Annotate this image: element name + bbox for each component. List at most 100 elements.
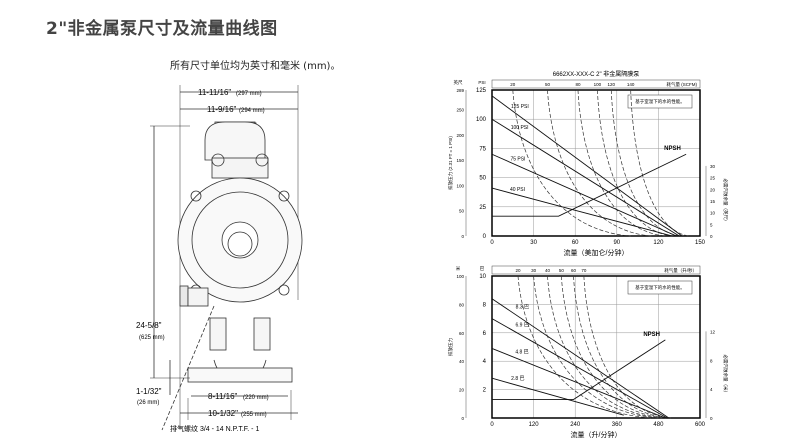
chart1-right-tick: 5 xyxy=(710,222,713,227)
chart2-y-tick-outer: 20 xyxy=(459,388,465,393)
dim-base-height-mm: (26 mm) xyxy=(137,400,159,406)
chart2-series-label: 8.3 巴 xyxy=(516,305,529,311)
chart2-y-tick: 10 xyxy=(479,274,486,280)
chart2-right-tick: 4 xyxy=(710,387,713,392)
chart1-x-tick: 30 xyxy=(530,240,537,246)
chart2-top-tick: 40 xyxy=(545,268,551,273)
chart1-y-tick: 100 xyxy=(476,117,487,123)
chart2-unit-inner: 巴 xyxy=(480,266,485,271)
chart2-y-tick-outer: 60 xyxy=(459,331,465,336)
chart1-y-label: 排放压力 (2.31 FT = 1 PSI) xyxy=(447,136,454,190)
chart2-air-curve-60 xyxy=(573,275,669,419)
chart2-top-tick: 30 xyxy=(531,268,537,273)
chart1-air-curve-20 xyxy=(512,89,631,237)
chart1-right-tick: 10 xyxy=(710,211,716,216)
chart1-note-box xyxy=(627,94,693,109)
chart2-top-tick: 50 xyxy=(559,268,565,273)
chart1-x-tick: 150 xyxy=(695,240,706,246)
chart2-x-tick: 120 xyxy=(529,422,540,428)
page-title: 2"非金属泵尺寸及流量曲线图 xyxy=(46,19,278,39)
chart1-top-tick: 140 xyxy=(627,82,635,87)
chart2-air-curve-30 xyxy=(533,275,659,419)
dim-base-inner: 8-11/16" xyxy=(208,392,238,401)
chart2-series-label: 6.9 巴 xyxy=(516,323,529,329)
chart1-series-NPSH xyxy=(492,153,687,217)
chart2-y-tick-outer: 0 xyxy=(461,416,464,421)
dim-width-body: 11-9/16" xyxy=(207,105,237,114)
chart1-top-axis-box xyxy=(491,79,701,89)
chart1-title: 6662XX-XXX-C 2" 非金属隔膜泵 xyxy=(553,70,640,78)
dim-height-mm: (625 mm) xyxy=(139,335,165,341)
chart2-x-tick: 480 xyxy=(653,422,664,428)
chart1-series-100-PSI xyxy=(491,118,680,237)
chart1-y-tick-outer: 289 xyxy=(456,88,464,93)
chart1-x-tick: 120 xyxy=(653,240,664,246)
chart2-series-2.8-巴 xyxy=(491,377,624,416)
chart2-y-tick-outer: 100 xyxy=(456,274,464,279)
chart2-air-curve-50 xyxy=(560,275,666,419)
chart1-x-label: 流量（美加仑/分钟） xyxy=(564,248,629,257)
chart2-note: 基于室温下的水的性能。 xyxy=(635,284,685,291)
chart1-top-tick: 120 xyxy=(607,82,615,87)
chart1-x-tick: 90 xyxy=(613,240,620,246)
chart1-y-tick-outer: 100 xyxy=(456,183,464,188)
chart1-plot-frame xyxy=(491,89,701,237)
chart2-top-tick: 60 xyxy=(571,268,577,273)
chart1-unit-outer: 英尺 xyxy=(454,79,463,86)
chart2-y-tick-outer: 40 xyxy=(459,359,465,364)
dim-width-body-mm: (294 mm) xyxy=(239,108,265,114)
chart2-series-NPSH xyxy=(492,339,666,400)
chart1-y-tick: 125 xyxy=(476,88,487,94)
chart2-top-tick: 20 xyxy=(515,268,521,273)
chart1-unit-inner: PSI xyxy=(478,80,485,85)
dim-width-overall-mm: (297 mm) xyxy=(236,91,262,97)
chart2-top-axis-box xyxy=(491,265,701,275)
chart2-x-tick: 0 xyxy=(490,422,494,428)
chart1-x-tick: 0 xyxy=(490,240,494,246)
chart1-top-tick: 80 xyxy=(575,82,581,87)
chart2-x-tick: 360 xyxy=(612,422,623,428)
chart1-air-curve-120 xyxy=(610,89,681,237)
chart1-y-tick: 0 xyxy=(483,234,487,240)
chart2-x-label: 流量（升/分钟） xyxy=(571,430,622,439)
chart1-y-tick-outer: 250 xyxy=(456,108,464,113)
chart2-y-label: 排放压力 xyxy=(447,338,454,356)
chart1-x-tick: 60 xyxy=(572,240,579,246)
chart1-top-tick: 20 xyxy=(510,82,516,87)
chart1-y-tick: 75 xyxy=(479,146,486,152)
chart1-air-curve-100 xyxy=(597,89,673,237)
chart2-series-label: 4.8 巴 xyxy=(515,349,528,355)
chart2-right-tick: 0 xyxy=(710,416,713,421)
chart1-top-tick: 50 xyxy=(545,82,551,87)
dim-base-outer-mm: (255 mm) xyxy=(241,412,267,418)
chart2-note-box xyxy=(627,280,693,295)
chart2-x-tick: 240 xyxy=(570,422,581,428)
chart1-series-40-PSI xyxy=(491,187,673,237)
chart1-series-label: 125 PSI xyxy=(511,104,529,110)
chart1-right-tick: 15 xyxy=(710,199,716,204)
chart1-air-curve-80 xyxy=(577,89,666,237)
chart2-top-tick: 70 xyxy=(581,268,587,273)
chart1-y-tick: 25 xyxy=(479,205,486,211)
chart2-plot-frame xyxy=(491,275,701,419)
chart1-y-tick-outer: 50 xyxy=(459,209,465,214)
exhaust-note: 排气螺纹 3/4 - 14 N.P.T.F. - 1 xyxy=(170,424,259,433)
chart2-air-curve-40 xyxy=(547,275,662,419)
dim-base-height: 1-1/32" xyxy=(136,387,162,396)
chart2-y-tick: 8 xyxy=(483,302,487,308)
chart2-air-curve-20 xyxy=(517,275,652,419)
chart2-right-tick: 12 xyxy=(710,329,716,334)
chart2-y-tick: 4 xyxy=(483,359,487,365)
chart1-y-tick-outer: 150 xyxy=(456,158,464,163)
chart2-y-tick-outer: 80 xyxy=(459,302,465,307)
chart1-y-tick: 50 xyxy=(479,176,486,182)
chart1-series-label: 100 PSI xyxy=(511,125,529,131)
chart2-top-axis-label: 耗气量（升/秒） xyxy=(664,267,697,274)
chart1-y-tick-outer: 200 xyxy=(456,133,464,138)
chart1-right-tick: 20 xyxy=(710,187,716,192)
chart1-series-label: 40 PSI xyxy=(510,187,525,193)
chart1-series-75-PSI xyxy=(491,153,677,237)
chart2-unit-outer: 米 xyxy=(456,265,461,272)
chart2-y-tick: 6 xyxy=(483,331,487,337)
